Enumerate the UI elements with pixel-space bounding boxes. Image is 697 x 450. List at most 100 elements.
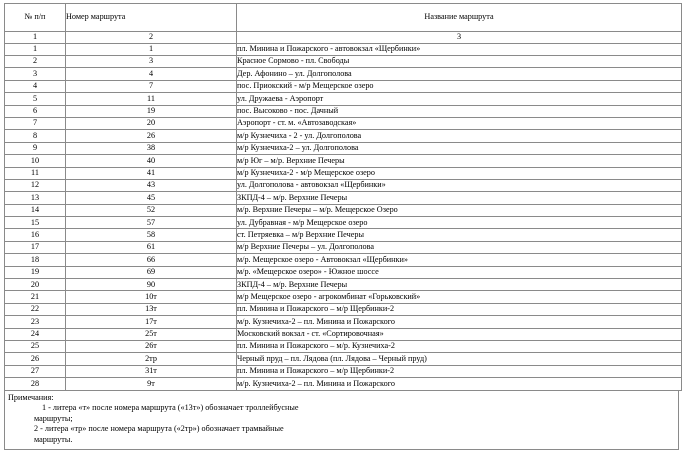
note-1-line-2: маршруты; [34,413,73,423]
table-row: 9 38 м/р Кузнечиха-2 – ул. Долгополова [4,141,682,156]
cell-route-name: м/р. Кузнечиха-2 – пл. Минина и Пожарско… [236,315,682,329]
note-1-line-1: 1 - литера «т» после номера маршрута («1… [42,403,299,413]
table-row: 21 10т м/р Мещерское озеро - агрокомбинат … [4,290,682,304]
cell-route-name: ул. Дружаева - Аэропорт [236,92,682,106]
cell-route-name: ЗКПД-4 – м/р. Верхние Печеры [236,277,682,292]
header-row: № п/п Номер маршрута Название маршрута [4,3,682,32]
cell-index: 8 [4,129,66,143]
cell-route-number: 10т [65,290,237,304]
cell-route-name: м/р. «Мещерское озеро» - Южное шоссе [236,265,682,280]
column-number-3: 3 [236,31,682,44]
note-2-line-2: маршруты. [34,434,73,444]
table-row: 25 26т пл. Минина и Пожарского – м/р. Кузн… [4,339,682,354]
cell-index: 18 [4,253,66,267]
cell-route-name: м/р Кузнечиха - 2 - ул. Долгополова [236,129,682,143]
cell-route-number: 7 [65,79,237,94]
cell-route-number: 9т [65,377,237,391]
table-row: 10 40 м/р Юг – м/р. Верхние Печеры [4,154,682,168]
table-row: 2 3 Красное Сормово - пл. Свободы [4,54,682,69]
table-row: 7 20 Аэропорт - ст. м. «Автозаводская» [4,116,682,131]
cell-index: 11 [4,166,66,180]
table-row: 16 58 ст. Петряевка – м/р Верхние Печеры [4,228,682,242]
cell-index: 2 [4,54,66,69]
cell-route-name: пл. Минина и Пожарского – м/р Щербинки-2 [236,302,682,317]
cell-route-number: 2тр [65,352,237,366]
notes-block: Примечания: 1 - литера «т» после номера … [4,390,679,450]
cell-index: 20 [4,277,66,292]
table-row: 22 13т пл. Минина и Пожарского – м/р Щерби… [4,302,682,317]
cell-index: 12 [4,178,66,193]
table-row: 20 90 ЗКПД-4 – м/р. Верхние Печеры [4,277,682,292]
cell-route-number: 52 [65,203,237,218]
table-body: 1 1 пл. Минина и Пожарского - автовокзал «… [4,42,682,391]
cell-index: 3 [4,67,66,81]
column-number-2: 2 [65,31,237,44]
cell-route-name: ст. Петряевка – м/р Верхние Печеры [236,228,682,242]
table-row: 4 7 пос. Приокский - м/р Мещерское озеро [4,79,682,94]
header-cell-index: № п/п [4,3,66,32]
table-row: 23 17т м/р. Кузнечиха-2 – пл. Минина и Пож… [4,315,682,329]
cell-route-number: 11 [65,92,237,106]
cell-route-number: 90 [65,277,237,292]
cell-route-name: Красное Сормово - пл. Свободы [236,54,682,69]
cell-route-number: 41 [65,166,237,180]
cell-index: 25 [4,339,66,354]
cell-route-number: 43 [65,178,237,193]
cell-index: 15 [4,216,66,230]
cell-route-name: пл. Минина и Пожарского - автовокзал «Ще… [236,42,682,57]
cell-index: 16 [4,228,66,242]
table-row: 3 4 Дер. Афонино – ул. Долгополова [4,67,682,81]
cell-route-number: 26т [65,339,237,354]
table-header: № п/п Номер маршрута Название маршрута 1… [4,3,682,44]
cell-index: 7 [4,116,66,131]
table-row: 19 69 м/р. «Мещерское озеро» - Южное шоссе [4,265,682,280]
table-row: 11 41 м/р Кузнечиха-2 - м/р Мещерское озер… [4,166,682,180]
cell-route-name: Черный пруд – пл. Лядова (пл. Лядова – Ч… [236,352,682,366]
cell-index: 19 [4,265,66,280]
cell-index: 6 [4,104,66,118]
cell-index: 21 [4,290,66,304]
column-number-1: 1 [4,31,66,44]
cell-index: 27 [4,364,66,379]
cell-route-number: 31т [65,364,237,379]
cell-index: 14 [4,203,66,218]
cell-route-number: 40 [65,154,237,168]
cell-index: 26 [4,352,66,366]
cell-route-name: м/р Верхние Печеры – ул. Долгополова [236,240,682,255]
routes-table: № п/п Номер маршрута Название маршрута 1… [4,3,682,391]
notes-title: Примечания: [8,392,54,402]
cell-route-number: 38 [65,141,237,156]
cell-index: 28 [4,377,66,391]
header-cell-route-name: Название маршрута [236,3,682,32]
header-cell-route-number: Номер маршрута [65,3,237,32]
table-row: 5 11 ул. Дружаева - Аэропорт [4,92,682,106]
cell-route-number: 20 [65,116,237,131]
cell-index: 4 [4,79,66,94]
cell-route-number: 58 [65,228,237,242]
cell-index: 13 [4,191,66,205]
cell-index: 22 [4,302,66,317]
table-row: 24 25т Московский вокзал - ст. «Сортировоч… [4,327,682,341]
table-row: 12 43 ул. Долгополова - автовокзал «Щербин… [4,178,682,193]
cell-route-number: 3 [65,54,237,69]
cell-route-number: 57 [65,216,237,230]
table-row: 13 45 ЗКПД-4 – м/р. Верхние Печеры [4,191,682,205]
table-row: 8 26 м/р Кузнечиха - 2 - ул. Долгополова [4,129,682,143]
table-row: 6 19 пос. Высоково - пос. Дачный [4,104,682,118]
cell-route-number: 17т [65,315,237,329]
cell-route-number: 13т [65,302,237,317]
table-row: 26 2тр Черный пруд – пл. Лядова (пл. Лядов… [4,352,682,366]
cell-route-name: Московский вокзал - ст. «Сортировочная» [236,327,682,341]
cell-route-number: 19 [65,104,237,118]
cell-route-name: м/р. Кузнечиха-2 – пл. Минина и Пожарско… [236,377,682,391]
cell-index: 9 [4,141,66,156]
table-row: 18 66 м/р. Мещерское озеро - Автовокзал «Щ… [4,253,682,267]
cell-route-name: Аэропорт - ст. м. «Автозаводская» [236,116,682,131]
cell-index: 23 [4,315,66,329]
cell-index: 5 [4,92,66,106]
cell-route-number: 26 [65,129,237,143]
cell-route-name: пл. Минина и Пожарского – м/р. Кузнечиха… [236,339,682,354]
table-row: 17 61 м/р Верхние Печеры – ул. Долгополова [4,240,682,255]
cell-route-name: ул. Дубравная - м/р Мещерское озеро [236,216,682,230]
cell-route-name: ул. Долгополова - автовокзал «Щербинки» [236,178,682,193]
